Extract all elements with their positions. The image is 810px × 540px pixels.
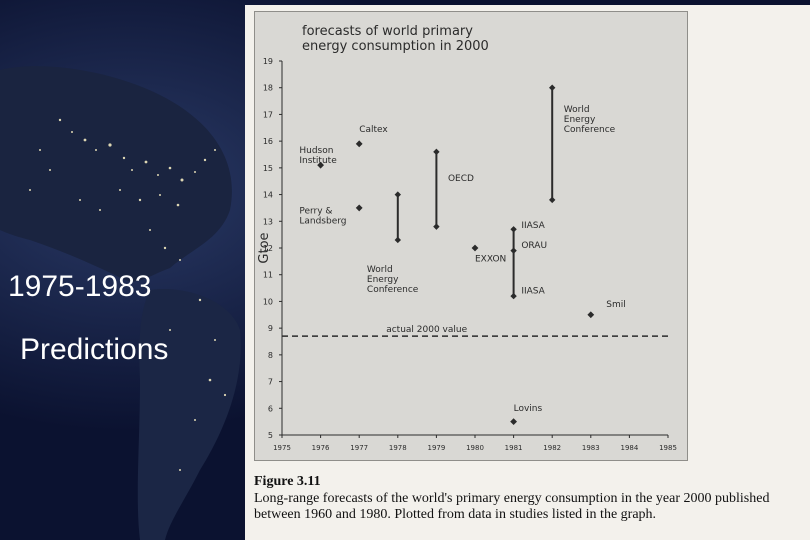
reference-line-label: actual 2000 value xyxy=(386,325,467,335)
x-tick-labels: 1975 1976 1977 1978 1979 1980 1981 1982 1983 1984… xyxy=(273,444,677,452)
y-axis-label: Gtoe xyxy=(257,232,272,263)
annotation-label: EXXON xyxy=(475,254,506,264)
annotation-label: World Energy Conference xyxy=(564,105,616,135)
figure-caption-text: Long-range forecasts of the world's prim… xyxy=(254,491,770,522)
y-tick-label: 9 xyxy=(268,324,273,333)
annotation-label: Hudson Institute xyxy=(299,146,337,166)
x-tick-label: 1976 xyxy=(312,444,330,452)
x-tick-label: 1984 xyxy=(620,444,638,452)
forecast-point xyxy=(587,311,595,319)
y-tick-label: 18 xyxy=(263,84,273,93)
forecast-point xyxy=(355,140,363,148)
x-tick-label: 1981 xyxy=(505,444,523,452)
y-tick-label: 8 xyxy=(268,351,273,360)
forecast-range-low xyxy=(510,292,517,300)
x-tick-label: 1985 xyxy=(659,444,677,452)
annotation-label: ORAU xyxy=(521,241,547,251)
y-tick-label: 13 xyxy=(263,217,273,226)
y-tick-label: 6 xyxy=(268,404,273,413)
figure-number: Figure 3.11 xyxy=(254,474,321,489)
y-tick-label: 7 xyxy=(268,378,273,387)
reference-line: actual 2000 value xyxy=(282,325,668,337)
forecast-annotations: Hudson Institute Caltex Perry & Landsberg Wor… xyxy=(299,105,625,414)
forecast-range-high xyxy=(510,226,517,233)
slide-label-years: 1975-1983 xyxy=(8,270,152,303)
x-tick-label: 1978 xyxy=(389,444,407,452)
chart-panel xyxy=(254,11,688,461)
x-tick-label: 1983 xyxy=(582,444,600,452)
x-tick-label: 1979 xyxy=(427,444,445,452)
y-tick-label: 12 xyxy=(263,244,273,253)
forecast-range-high xyxy=(549,84,556,91)
forecast-range-low xyxy=(549,196,556,204)
x-tick-label: 1977 xyxy=(350,444,368,452)
forecast-range-high xyxy=(433,148,440,156)
annotation-label: OECD xyxy=(448,174,474,184)
y-tick-label: 5 xyxy=(268,431,273,440)
x-tick-label: 1982 xyxy=(543,444,561,452)
annotation-label: Lovins xyxy=(514,404,543,414)
south-america-landmass xyxy=(137,289,241,540)
y-tick-labels: 5 6 7 8 9 10 11 12 13 14 15 16 17 18 19 xyxy=(263,57,273,440)
slide-label-predictions: Predictions xyxy=(20,333,169,366)
chart-axes xyxy=(279,60,669,438)
annotation-label: IIASA xyxy=(521,286,545,296)
forecast-point xyxy=(510,418,517,426)
chart-title-line: forecasts of world primary xyxy=(302,24,473,39)
x-tick-label: 1975 xyxy=(273,444,291,452)
annotation-label: IIASA xyxy=(521,221,545,231)
chart-title-line: energy consumption in 2000 xyxy=(302,39,489,54)
y-tick-label: 15 xyxy=(263,164,273,173)
page-text-margin xyxy=(690,11,810,466)
annotation-label: Caltex xyxy=(359,125,388,135)
north-america-landmass xyxy=(0,66,232,282)
forecast-point xyxy=(471,244,479,252)
x-tick-label: 1980 xyxy=(466,444,484,452)
forecast-point xyxy=(355,204,363,212)
forecast-range-low xyxy=(433,223,440,230)
annotation-label: Smil xyxy=(606,300,625,310)
annotation-label: World Energy Conference xyxy=(367,265,419,295)
figure-caption: Figure 3.11 Long-range forecasts of the … xyxy=(254,474,810,522)
forecast-point xyxy=(317,161,324,169)
forecast-range-mid xyxy=(510,247,517,254)
forecast-range-low xyxy=(394,236,401,244)
y-tick-label: 16 xyxy=(263,137,273,146)
y-tick-label: 19 xyxy=(263,57,273,66)
forecast-range-high xyxy=(394,191,401,198)
y-tick-label: 11 xyxy=(263,271,273,280)
y-tick-label: 14 xyxy=(263,191,273,200)
annotation-label: Perry & Landsberg xyxy=(299,206,346,226)
y-tick-label: 10 xyxy=(263,297,273,306)
forecast-ranges xyxy=(394,84,556,300)
y-tick-label: 17 xyxy=(263,110,273,119)
